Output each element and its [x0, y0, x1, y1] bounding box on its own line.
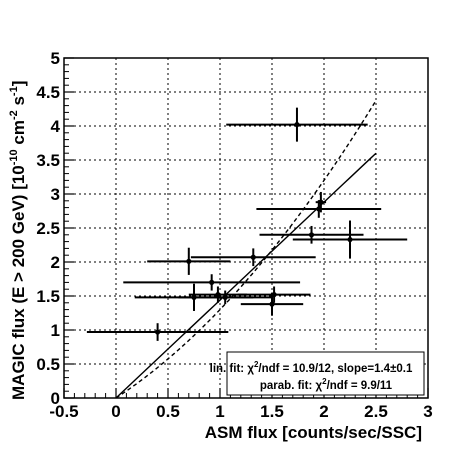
data-point: [178, 290, 272, 305]
y-axis-title-main: MAGIC flux (E > 200 GeV) [10: [9, 165, 28, 400]
y-axis-title-mid: cm: [9, 120, 28, 149]
x-tick-label: 0: [111, 402, 120, 421]
data-point: [123, 274, 301, 291]
point-marker: [155, 329, 161, 335]
legend-parabolic-chi: χ: [315, 380, 322, 392]
data-point: [292, 220, 408, 259]
legend-parabolic-chi-exp: 2: [322, 377, 327, 386]
y-tick-label: 5: [51, 49, 60, 68]
grid: [64, 58, 428, 398]
data-point: [237, 286, 311, 303]
y-tick-label: 0: [51, 389, 60, 408]
y-axis-title-exp3: -1: [8, 86, 20, 96]
x-tick-label: 2.5: [364, 402, 388, 421]
data-point: [147, 247, 231, 275]
legend: lin. fit: χ2/ndf = 10.9/12, slope=1.4±0.…: [210, 351, 425, 396]
fit-lines: [115, 100, 377, 399]
y-tick-label: 3: [51, 185, 60, 204]
y-tick-label: 2.5: [36, 219, 60, 238]
y-tick-label: 1.5: [36, 287, 60, 306]
data-point: [188, 286, 248, 303]
data-points: [86, 107, 408, 341]
legend-line-linear: lin. fit: χ2/ndf = 10.9/12, slope=1.4±0.…: [210, 360, 413, 375]
point-marker: [318, 199, 324, 205]
point-marker: [215, 292, 221, 298]
y-axis-title-end: s: [9, 96, 28, 110]
legend-linear-chi: χ: [247, 363, 254, 375]
y-tick-label: 4.5: [36, 83, 60, 102]
y-axis-title-exp2: -2: [8, 110, 20, 120]
data-point: [259, 225, 364, 244]
x-tick-label: -0.5: [49, 402, 78, 421]
legend-line-parabolic: parab. fit: χ2/ndf = 9.9/11: [260, 377, 393, 392]
data-point: [226, 107, 368, 142]
y-tick-label: 0.5: [36, 355, 60, 374]
x-tick-label: 0.5: [156, 402, 180, 421]
y-tick-labels: 0 0.5 1 1.5 2 2.5 3 3.5 4 4.5 5: [36, 49, 60, 408]
legend-parabolic-stats: /ndf = 9.9/11: [327, 380, 393, 392]
y-axis-title-close: ]: [9, 81, 28, 87]
point-marker: [186, 258, 192, 264]
data-point: [86, 323, 229, 341]
legend-box: [226, 351, 425, 396]
legend-linear-stats: /ndf = 10.9/12, slope=1.4±0.1: [258, 363, 413, 375]
data-point: [190, 248, 316, 267]
y-tick-label: 2: [51, 253, 60, 272]
x-axis-title: ASM flux [counts/sec/SSC]: [205, 423, 422, 442]
y-tick-label: 4: [51, 117, 61, 136]
legend-parabolic-label: parab. fit:: [260, 380, 316, 392]
parabolic-fit-line: [115, 100, 377, 399]
y-tick-label: 3.5: [36, 151, 60, 170]
data-point: [240, 292, 304, 316]
x-tick-label: 1: [215, 402, 224, 421]
point-marker: [269, 301, 275, 307]
legend-linear-label: lin. fit:: [210, 363, 248, 375]
point-marker: [250, 254, 256, 260]
y-axis-title-exp1: -10: [8, 149, 20, 165]
x-tick-label: 2: [319, 402, 328, 421]
point-marker: [271, 292, 277, 298]
y-axis-title: MAGIC flux (E > 200 GeV) [10-10 cm-2 s-1…: [8, 81, 28, 400]
x-tick-label: 1.5: [260, 402, 284, 421]
point-marker: [294, 122, 300, 128]
y-tick-label: 1: [51, 321, 60, 340]
linear-fit-line: [115, 152, 377, 399]
point-marker: [222, 294, 228, 300]
x-tick-labels: -0.5 0 0.5 1 1.5 2 2.5 3: [49, 402, 432, 421]
legend-linear-chi-exp: 2: [254, 360, 259, 369]
data-point: [315, 191, 327, 213]
point-marker: [308, 232, 315, 238]
point-marker: [347, 236, 353, 243]
x-tick-label: 3: [423, 402, 432, 421]
point-marker: [209, 279, 215, 285]
